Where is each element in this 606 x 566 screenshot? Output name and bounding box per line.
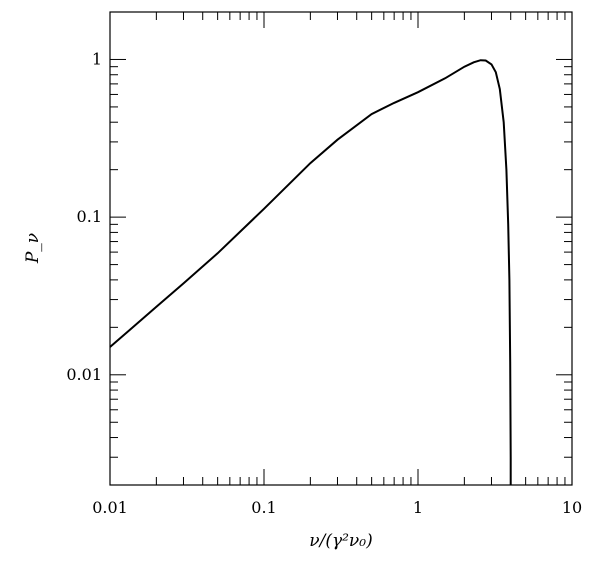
x-tick-label: 0.01	[92, 498, 128, 517]
x-tick-label: 0.1	[251, 498, 276, 517]
y-tick-label: 0.1	[77, 207, 102, 226]
x-tick-label: 1	[413, 498, 423, 517]
plot-frame	[109, 11, 573, 486]
y-tick-label: 0.01	[66, 365, 102, 384]
y-tick-label: 1	[92, 49, 102, 68]
axis-ticks	[109, 11, 573, 486]
spectrum-curve	[109, 59, 512, 485]
y-axis-label: P_ν	[23, 233, 43, 264]
x-tick-label: 10	[562, 498, 582, 517]
tick-labels: 0.01 0.1 1 10 0.01 0.1 1	[66, 49, 582, 517]
x-axis-label: ν/(γ²ν₀)	[309, 531, 372, 551]
